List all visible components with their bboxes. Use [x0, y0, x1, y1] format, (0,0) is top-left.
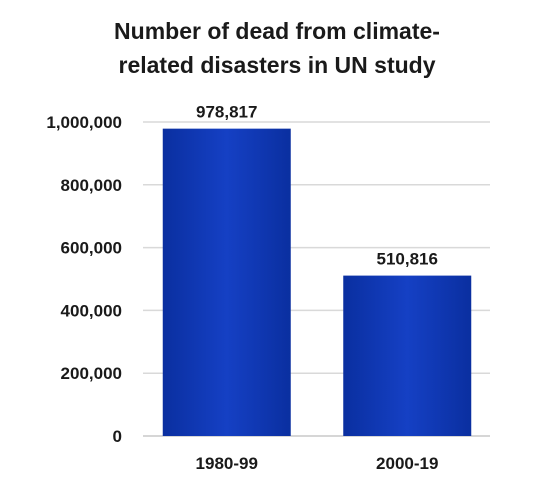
- bar-data-label: 510,816: [377, 250, 438, 269]
- chart-title: Number of dead from climate- related dis…: [0, 14, 550, 82]
- bar: [343, 275, 472, 436]
- y-tick-label: 1,000,000: [46, 113, 122, 132]
- x-category-label: 1980-99: [196, 454, 258, 473]
- chart-title-line-1: Number of dead from climate-: [114, 18, 440, 44]
- y-tick-label: 200,000: [61, 364, 122, 383]
- y-tick-label: 400,000: [61, 301, 122, 320]
- bar: [162, 128, 291, 436]
- chart-title-line-2: related disasters in UN study: [118, 52, 436, 78]
- y-tick-label: 0: [113, 427, 122, 446]
- y-tick-label: 800,000: [61, 176, 122, 195]
- x-category-label: 2000-19: [376, 454, 438, 473]
- y-tick-label: 600,000: [61, 239, 122, 258]
- bar-data-label: 978,817: [196, 103, 257, 122]
